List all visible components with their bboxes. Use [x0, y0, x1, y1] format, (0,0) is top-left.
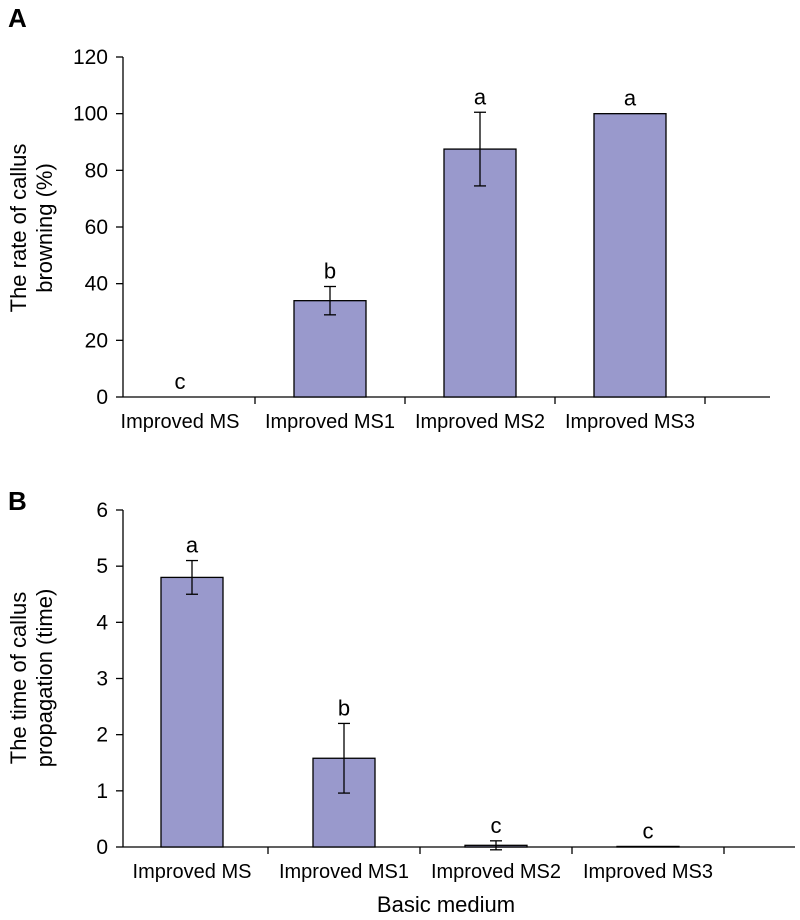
panel-b-category-label: Improved MS2 — [431, 861, 561, 883]
panel-a-category-label: Improved MS3 — [565, 411, 695, 433]
panel-a-category-label: Improved MS1 — [265, 411, 395, 433]
panel-b-x-axis-label: Basic medium — [377, 892, 515, 917]
panel-b-bar — [616, 845, 680, 848]
panel-b-y-tick-label: 4 — [96, 611, 108, 634]
panel-a-y-tick-label: 20 — [85, 329, 108, 352]
panel-b-y-tick-label: 2 — [96, 724, 108, 747]
panel-b-y-tick-label: 3 — [96, 668, 108, 691]
panel-a-category-label: Improved MS2 — [415, 411, 545, 433]
panel-b-significance-letter: c — [643, 818, 654, 843]
panel-a-significance-letter: a — [474, 84, 487, 109]
panel-b-significance-letter: a — [186, 533, 199, 558]
panel-b-significance-letter: c — [491, 813, 502, 838]
panel-a-label: A — [8, 3, 27, 33]
panel-a-bar — [593, 113, 667, 398]
panel-b-y-tick-label: 0 — [96, 836, 108, 859]
panel-a-y-axis-label-line: browning (%) — [32, 163, 57, 293]
panel-b-y-axis-label: The time of calluspropagation (time) — [6, 589, 57, 768]
panel-b-y-tick-label: 6 — [96, 499, 108, 522]
panel-a-y-tick-label: 60 — [85, 216, 108, 239]
panel-a-significance-letter: c — [175, 369, 186, 394]
panel-a-significance-letter: a — [624, 86, 637, 111]
panel-a-y-tick-label: 80 — [85, 159, 108, 182]
panel-a-y-tick-label: 40 — [85, 273, 108, 296]
panel-a-bar — [443, 148, 517, 398]
panel-a-y-tick-label: 0 — [96, 386, 108, 409]
panel-b-category-label: Improved MS1 — [279, 861, 409, 883]
panel-a-bar — [293, 300, 367, 398]
panel-b-category-label: Improved MS3 — [583, 861, 713, 883]
panel-a-significance-letter: b — [324, 259, 336, 284]
panel-a-category-label: Improved MS — [121, 411, 240, 433]
panel-a-y-axis-label-line: The rate of callus — [6, 144, 31, 313]
panel-b-category-label: Improved MS — [133, 861, 252, 883]
panel-b-label: B — [8, 486, 27, 516]
panel-b-bar — [160, 576, 224, 848]
panel-b-significance-letter: b — [338, 695, 350, 720]
panel-b-y-tick-label: 1 — [96, 780, 108, 803]
panel-a-y-tick-label: 100 — [73, 103, 108, 126]
panel-b-y-axis-label-line: The time of callus — [6, 592, 31, 764]
panel-b-y-axis-label-line: propagation (time) — [32, 589, 57, 768]
panel-a-y-axis-label: The rate of callusbrowning (%) — [6, 144, 57, 313]
panel-b-y-tick-label: 5 — [96, 555, 108, 578]
panel-a-y-tick-label: 120 — [73, 46, 108, 69]
